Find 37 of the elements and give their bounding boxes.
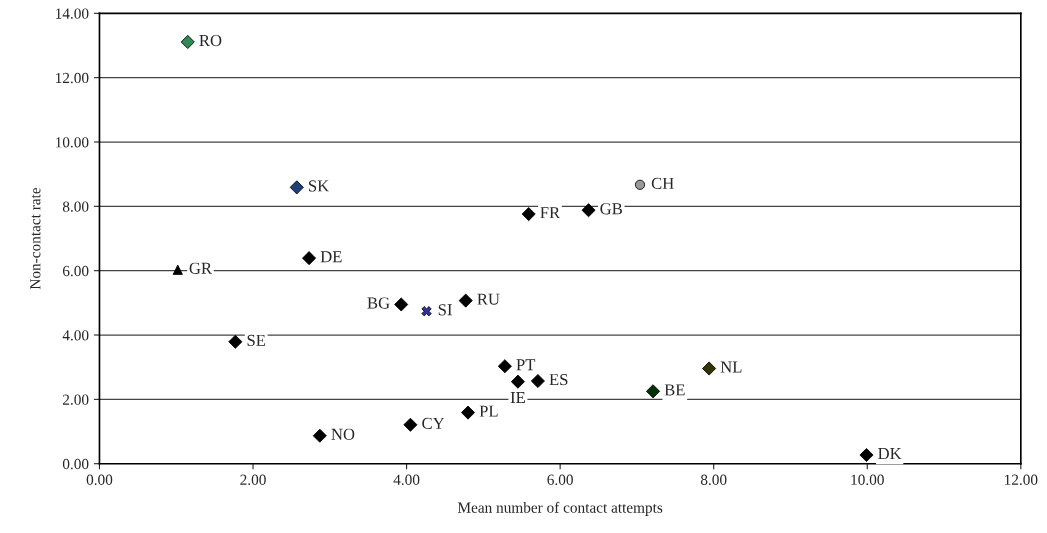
- series-label: DK: [878, 448, 902, 460]
- series-label: CH: [651, 177, 674, 189]
- series-label: SE: [247, 334, 266, 346]
- x-tick-label: 8.00: [700, 474, 727, 485]
- x-tick-label: 0.00: [86, 474, 113, 485]
- series-label: NO: [331, 428, 355, 440]
- y-tick-label: 2.00: [62, 394, 89, 405]
- series-label: NL: [720, 361, 742, 373]
- x-tick-label: 6.00: [547, 474, 573, 485]
- series-label: BG: [367, 297, 390, 309]
- y-tick-label: 8.00: [62, 201, 89, 212]
- y-tick-label: 6.00: [62, 265, 89, 277]
- y-tick-label: 0.00: [62, 458, 89, 470]
- series-label: RU: [477, 293, 500, 305]
- series-label: SK: [309, 180, 330, 192]
- y-tick-label: 12.00: [56, 72, 89, 84]
- series-label: GR: [189, 262, 213, 274]
- x-tick-label: 2.00: [240, 474, 266, 485]
- x-tick-label: 10.00: [851, 474, 884, 485]
- x-axis-title: Mean number of contact attempts: [457, 501, 663, 516]
- y-axis-title: Non-contact rate: [30, 187, 41, 290]
- series-label: RO: [199, 34, 222, 47]
- series-label: CY: [422, 417, 445, 429]
- series-label: BE: [664, 384, 685, 396]
- series-label: PT: [516, 359, 536, 371]
- x-tick-label: 4.00: [393, 474, 420, 485]
- y-tick-label: 14.00: [56, 8, 89, 19]
- series-label: IE: [510, 392, 525, 403]
- series-label: GB: [600, 203, 622, 215]
- series-label: FR: [540, 207, 561, 219]
- y-tick-label: 10.00: [56, 137, 89, 148]
- x-tick-label: 12.00: [1004, 474, 1038, 485]
- y-tick-label: 4.00: [62, 330, 89, 341]
- series-label: DE: [320, 251, 342, 263]
- series-label: SI: [438, 304, 452, 316]
- series-label: PL: [479, 405, 498, 417]
- series-label: ES: [549, 374, 568, 386]
